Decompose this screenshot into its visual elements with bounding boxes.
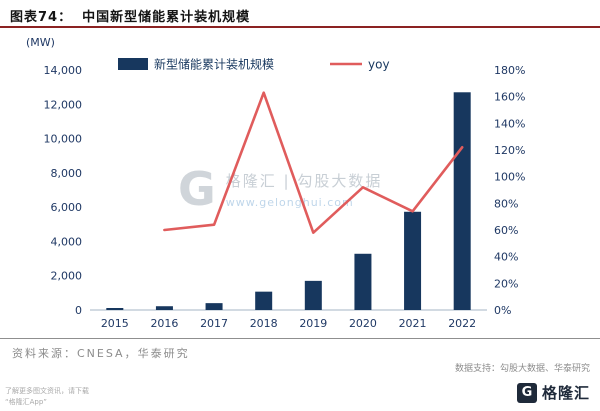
bar-2016 bbox=[155, 306, 173, 310]
right-axis-tick-label: 180% bbox=[494, 64, 525, 77]
legend-bar-swatch bbox=[118, 58, 148, 70]
bar-2020 bbox=[354, 253, 372, 310]
figure-title-text: 中国新型储能累计装机规模 bbox=[82, 10, 251, 25]
footer-divider bbox=[0, 338, 600, 339]
right-axis-tick-label: 40% bbox=[494, 251, 518, 264]
x-axis-tick-label: 2017 bbox=[200, 317, 228, 330]
y-axis-unit-label: (MW) bbox=[26, 36, 55, 49]
left-axis-tick-label: 2,000 bbox=[51, 270, 83, 283]
right-axis-tick-label: 100% bbox=[494, 171, 525, 184]
left-axis-tick-label: 14,000 bbox=[44, 64, 83, 77]
app-promo-line2: “格隆汇App” bbox=[5, 398, 47, 407]
app-promo-text: 了解更多图文资讯，请下载 “格隆汇App” bbox=[5, 386, 89, 408]
bar-2015 bbox=[106, 308, 124, 310]
chart-title: 图表74： 中国新型储能累计装机规模 bbox=[10, 6, 250, 25]
bar-2022 bbox=[453, 92, 471, 311]
left-axis-tick-label: 8,000 bbox=[51, 167, 83, 180]
right-axis-tick-label: 80% bbox=[494, 197, 518, 210]
data-source-note: 资料来源：CNESA，华泰研究 bbox=[12, 347, 190, 360]
bar-2018 bbox=[255, 291, 273, 310]
right-axis-tick-label: 0% bbox=[494, 304, 511, 317]
x-axis-tick-label: 2020 bbox=[349, 317, 377, 330]
title-underline bbox=[0, 26, 600, 28]
left-axis-tick-label: 6,000 bbox=[51, 201, 83, 214]
left-axis-tick-label: 4,000 bbox=[51, 235, 83, 248]
x-axis-tick-label: 2019 bbox=[299, 317, 327, 330]
app-promo-line1: 了解更多图文资讯，请下载 bbox=[5, 387, 89, 396]
chart-canvas: 0 2,000 4,000 6,000 8,000 10,000 12,000 14,000 0… bbox=[44, 57, 526, 331]
right-axis-tick-label: 120% bbox=[494, 144, 525, 157]
left-axis-tick-label: 0 bbox=[75, 304, 82, 317]
x-axis-tick-label: 2022 bbox=[448, 317, 476, 330]
legend-bar-label: 新型储能累计装机规模 bbox=[154, 57, 274, 72]
gelonghui-logo-text: 格隆汇 bbox=[541, 384, 590, 402]
right-axis-tick-label: 140% bbox=[494, 117, 525, 130]
x-axis-tick-label: 2018 bbox=[250, 317, 278, 330]
gelonghui-logo-icon: G bbox=[516, 382, 537, 403]
bar-2021 bbox=[404, 211, 422, 310]
right-axis-tick-label: 60% bbox=[494, 224, 518, 237]
gelonghui-logo: G 格隆汇 bbox=[516, 382, 590, 403]
yoy-line bbox=[163, 91, 464, 234]
left-axis-tick-label: 10,000 bbox=[44, 133, 83, 146]
figure-number: 图表74： bbox=[10, 10, 73, 25]
x-axis-tick-label: 2021 bbox=[399, 317, 427, 330]
x-axis-tick-label: 2015 bbox=[101, 317, 129, 330]
left-axis-tick-label: 12,000 bbox=[44, 98, 83, 111]
bar-2017 bbox=[205, 303, 223, 310]
right-axis-tick-label: 160% bbox=[494, 91, 525, 104]
legend-line-label: yoy bbox=[368, 58, 390, 72]
x-axis-tick-label: 2016 bbox=[150, 317, 178, 330]
bar-2019 bbox=[304, 280, 322, 310]
right-axis-tick-label: 20% bbox=[494, 277, 518, 290]
data-support-note: 数据支持：勾股大数据、华泰研究 bbox=[454, 364, 590, 374]
